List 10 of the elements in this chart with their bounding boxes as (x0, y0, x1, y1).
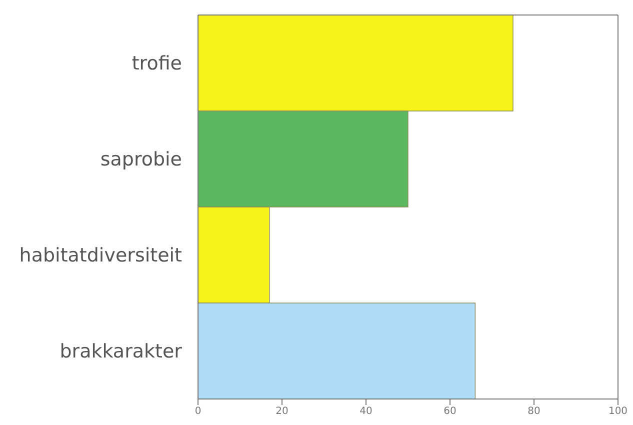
x-tick-label: 0 (194, 406, 202, 418)
x-tick-label: 40 (360, 406, 372, 418)
x-tick-label: 60 (444, 406, 456, 418)
y-tick-label: habitatdiversiteit (19, 244, 182, 267)
x-tick-label: 100 (608, 406, 628, 418)
x-tick-label: 80 (528, 406, 540, 418)
y-tick-label: trofie (132, 52, 182, 75)
y-tick-label: saprobie (100, 148, 182, 171)
y-tick-label: brakkarakter (60, 340, 182, 363)
x-tick-label: 20 (276, 406, 288, 418)
